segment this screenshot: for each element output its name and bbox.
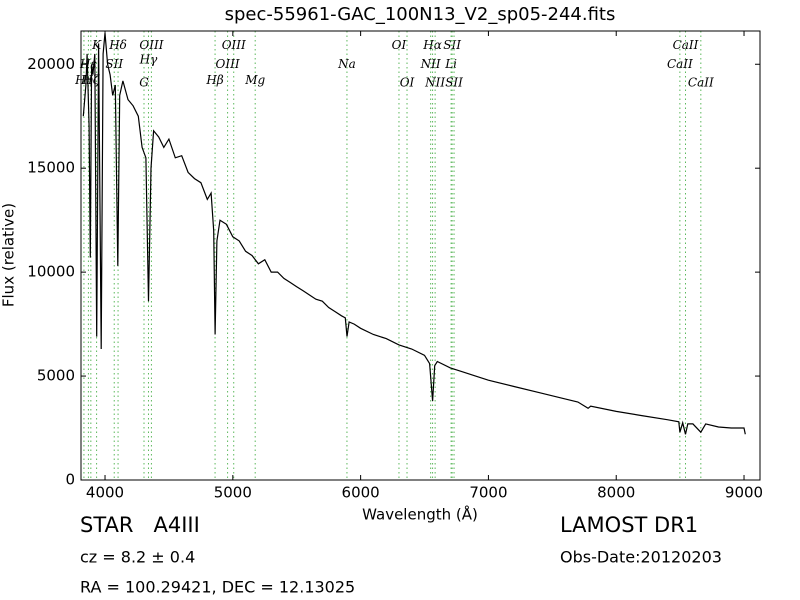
line-label: Hγ	[139, 53, 158, 67]
line-label: Li	[444, 57, 457, 71]
object-class: STAR A4III	[80, 513, 200, 537]
x-tick-label: 5000	[214, 484, 252, 502]
line-label: Hα	[422, 38, 442, 52]
chart-title: spec-55961-GAC_100N13_V2_sp05-244.fits	[225, 4, 616, 25]
x-axis-label: Wavelength (Å)	[362, 505, 478, 524]
line-label: OIII	[222, 38, 246, 52]
line-label: NII	[420, 57, 441, 71]
line-label: K	[91, 38, 102, 52]
line-label: OI	[392, 38, 407, 52]
line-label: Hβ	[205, 73, 223, 87]
data-release: LAMOST DR1	[560, 513, 698, 537]
line-label: SII	[445, 75, 463, 89]
line-label: OIII	[139, 38, 163, 52]
line-label: Hδ	[108, 38, 127, 52]
line-label: CaII	[673, 38, 699, 52]
obs-date: Obs-Date:20120203	[560, 548, 722, 567]
x-tick-label: 8000	[597, 484, 635, 502]
y-tick-label: 5000	[37, 367, 75, 385]
line-label: G	[139, 75, 149, 89]
coordinates: RA = 100.29421, DEC = 12.13025	[80, 578, 355, 597]
y-tick-label: 0	[65, 471, 75, 489]
y-axis-label: Flux (relative)	[0, 203, 18, 307]
line-label: Mg	[244, 73, 265, 87]
x-tick-label: 7000	[469, 484, 507, 502]
redshift: cz = 8.2 ± 0.4	[80, 548, 195, 567]
line-label: OIII	[216, 57, 240, 71]
y-tick-label: 20000	[27, 55, 75, 73]
x-tick-label: 9000	[725, 484, 763, 502]
line-label: SII	[443, 38, 461, 52]
line-label: SII	[105, 57, 123, 71]
spectrum-line	[82, 33, 746, 435]
y-tick-label: 15000	[27, 159, 75, 177]
line-label: CaII	[667, 57, 693, 71]
line-label: CaII	[688, 75, 714, 89]
y-tick-label: 10000	[27, 263, 75, 281]
x-tick-label: 6000	[342, 484, 380, 502]
line-label: Hη	[74, 73, 93, 87]
x-tick-label: 4000	[86, 484, 124, 502]
line-label: OI	[400, 75, 415, 89]
plot-frame	[80, 30, 761, 481]
line-label: Na	[337, 57, 356, 71]
line-label: NII	[424, 75, 445, 89]
